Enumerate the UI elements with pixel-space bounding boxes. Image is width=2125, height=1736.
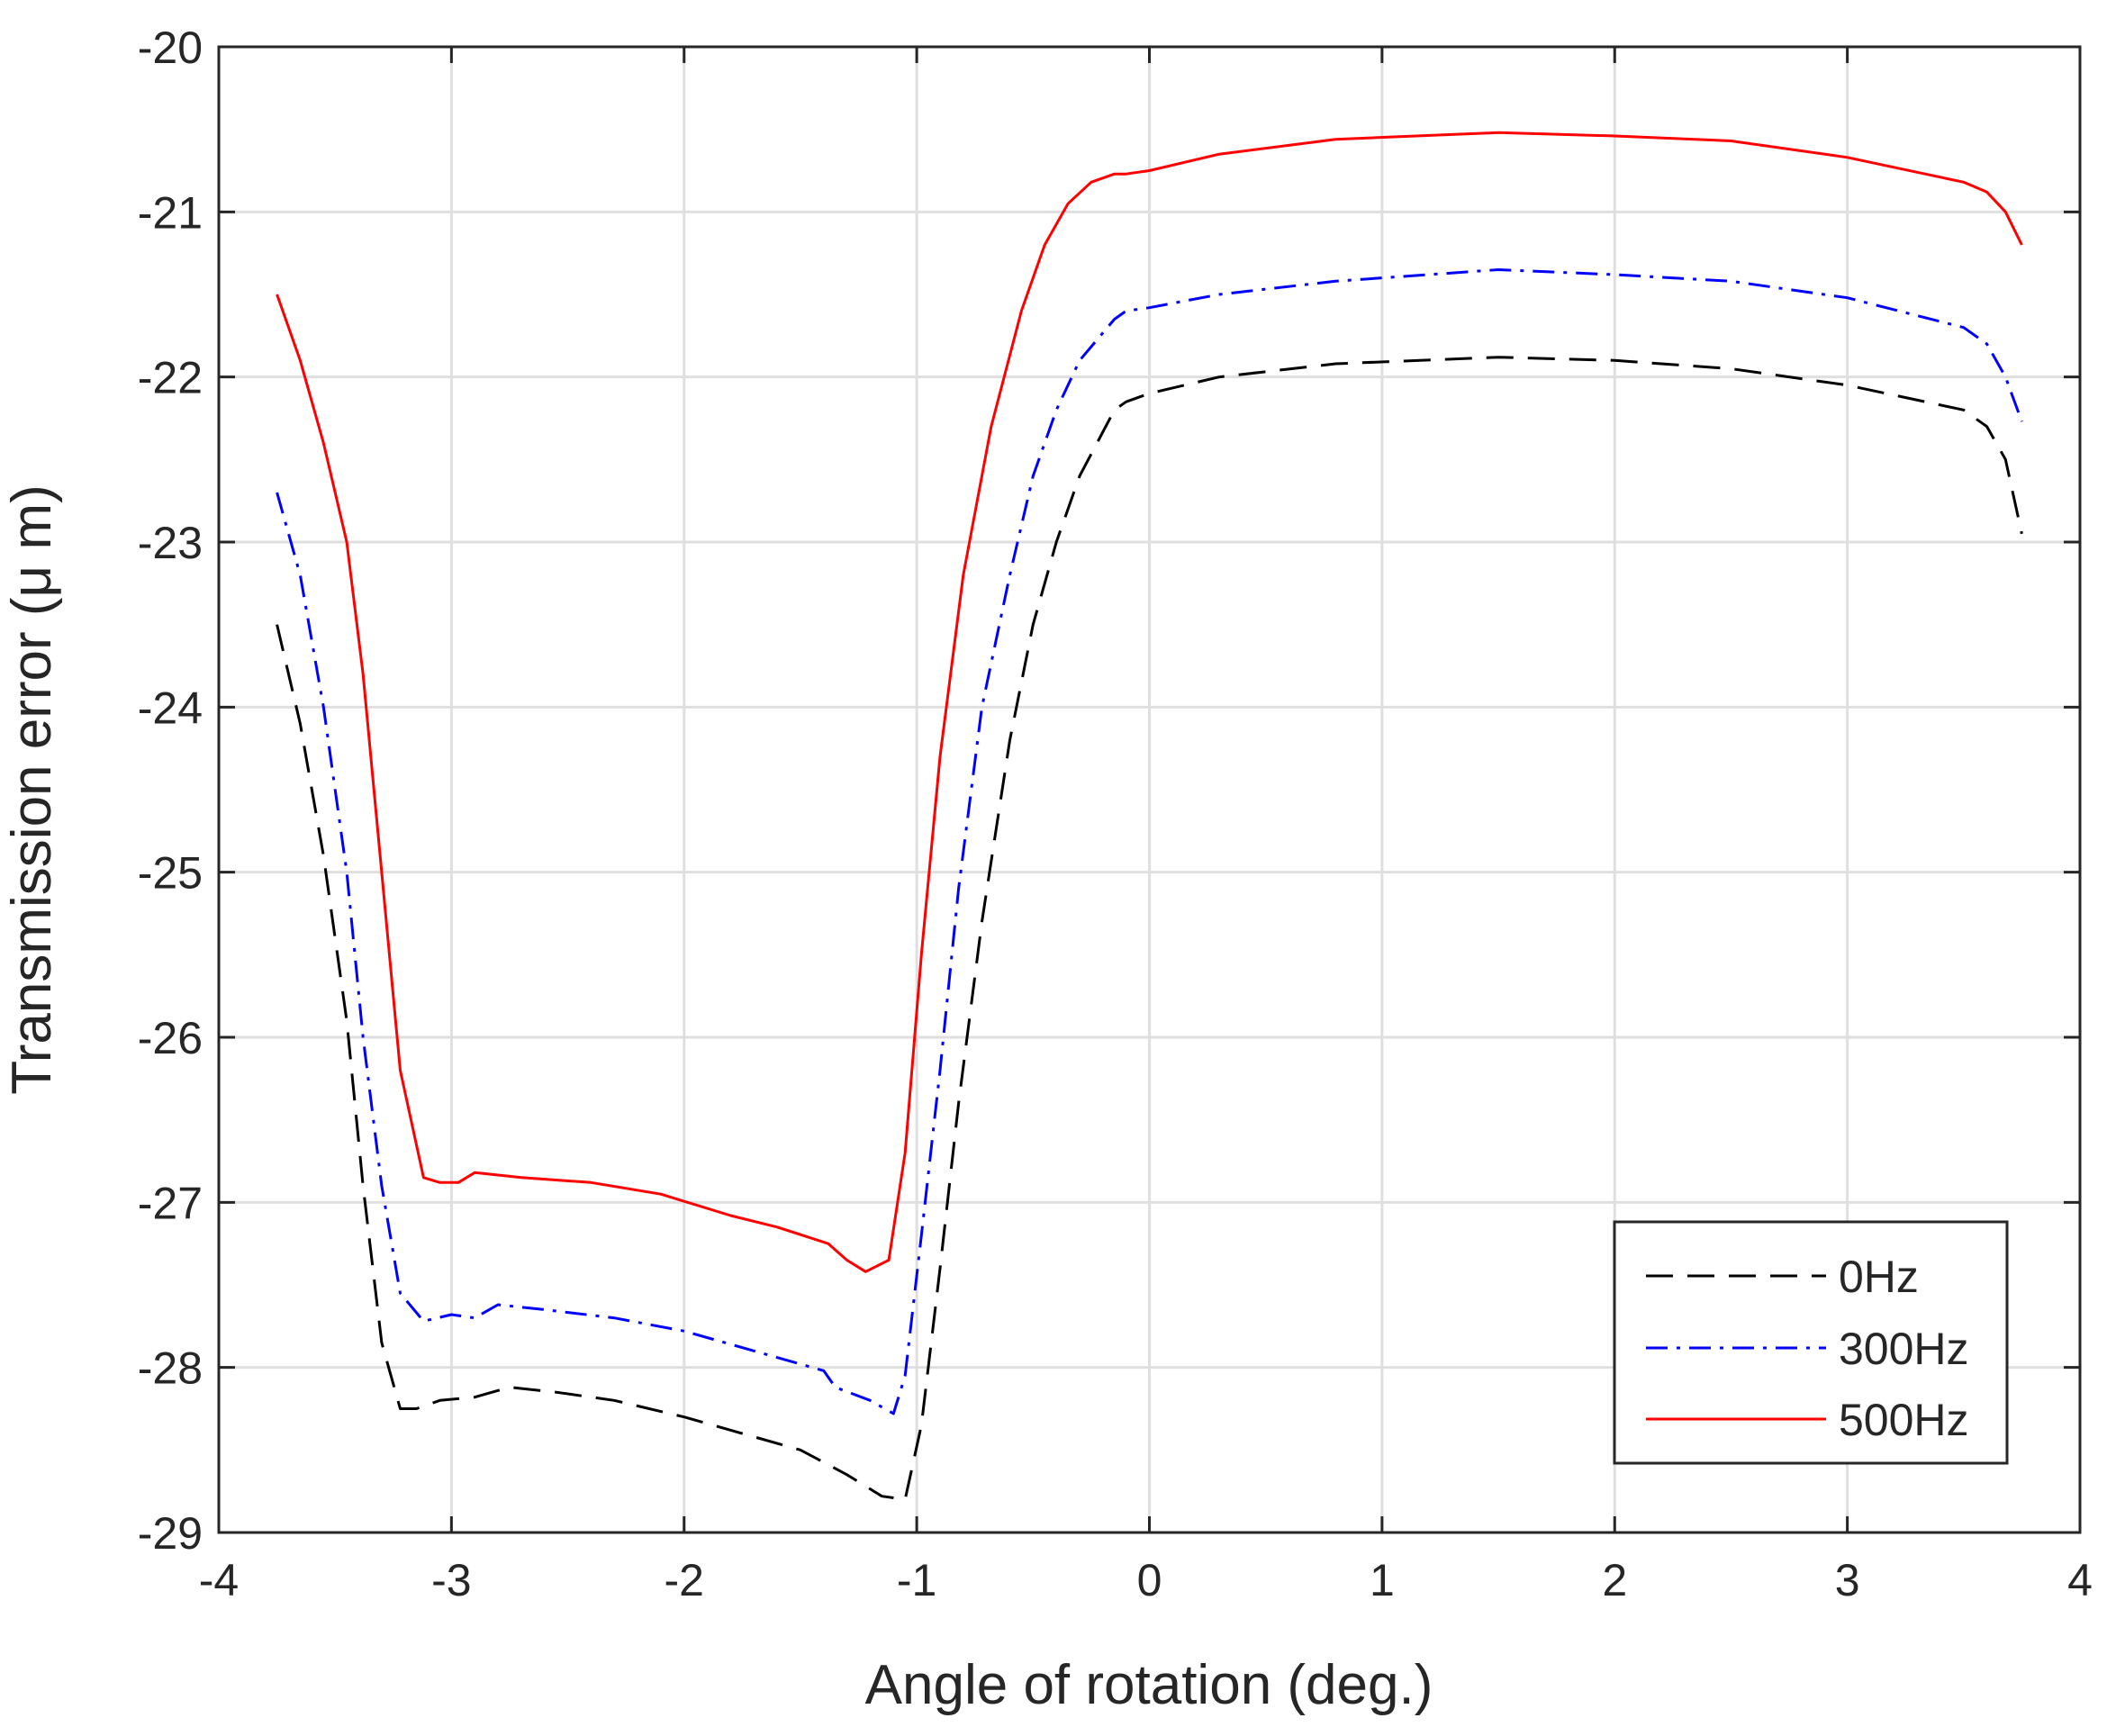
y-tick-label: -25 <box>138 848 203 899</box>
y-tick-label: -23 <box>138 518 203 568</box>
y-tick-label: -21 <box>138 187 203 238</box>
y-tick-label: -29 <box>138 1508 203 1559</box>
series-group <box>276 131 2023 1501</box>
y-tick-label: -22 <box>138 353 203 403</box>
y-tick-label: -27 <box>138 1178 203 1228</box>
x-axis-label: Angle of rotation (deg.) <box>865 1654 1433 1716</box>
y-tick-label: -28 <box>138 1343 203 1394</box>
legend: 0Hz 300Hz 500Hz <box>1613 1220 2009 1465</box>
x-tick-label: -2 <box>665 1555 704 1605</box>
y-tick-label: -26 <box>138 1013 203 1063</box>
legend-box <box>1613 1220 2009 1465</box>
x-tick-label: 0 <box>1137 1555 1162 1605</box>
legend-label-300hz: 300Hz <box>1839 1324 1969 1374</box>
x-tick-labels: -4 -3 -2 -1 0 1 2 3 4 <box>199 1555 2093 1605</box>
x-tick-label: 4 <box>2067 1555 2093 1605</box>
x-tick-label: 1 <box>1370 1555 1395 1605</box>
y-tick-labels: -29 -28 -27 -26 -25 -24 -23 -22 -21 -20 <box>138 23 203 1559</box>
y-axis-label: Transmission error (μ m) <box>1 484 63 1095</box>
series-line-300hz <box>276 268 2023 1415</box>
series-line-0hz <box>276 356 2023 1501</box>
legend-label-0hz: 0Hz <box>1839 1252 1919 1302</box>
x-tick-label: -4 <box>199 1555 239 1605</box>
legend-label-500hz: 500Hz <box>1839 1395 1969 1445</box>
y-tick-label: -20 <box>138 23 203 73</box>
tick-marks <box>217 45 2082 1534</box>
y-tick-label: -24 <box>138 683 203 733</box>
grid <box>217 45 2082 1534</box>
series-line-500hz <box>276 131 2023 1273</box>
x-tick-label: -1 <box>897 1555 936 1605</box>
x-tick-label: -3 <box>431 1555 471 1605</box>
x-tick-label: 3 <box>1835 1555 1860 1605</box>
x-tick-label: 2 <box>1602 1555 1627 1605</box>
